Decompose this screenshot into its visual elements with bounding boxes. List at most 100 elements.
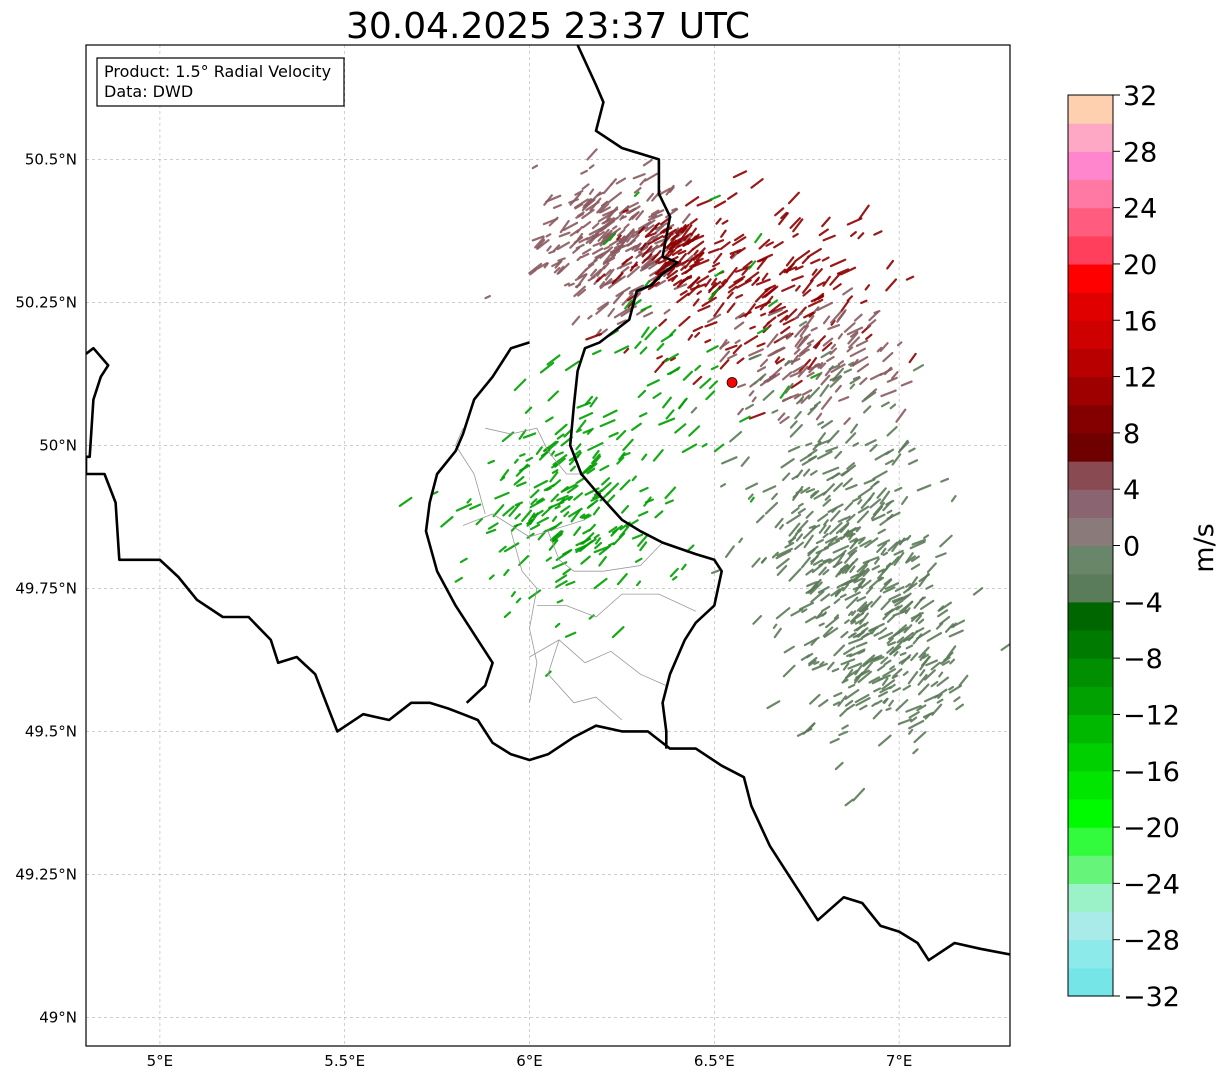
echo-streak bbox=[799, 343, 812, 356]
echo-streak bbox=[554, 451, 564, 457]
echo-streak bbox=[568, 495, 574, 502]
echo-streak bbox=[689, 218, 698, 225]
echo-streak bbox=[903, 624, 913, 634]
echo-streak bbox=[534, 262, 548, 271]
admin-boundary bbox=[547, 531, 663, 572]
echo-streak bbox=[736, 247, 746, 255]
echo-streak bbox=[611, 626, 625, 639]
radar-site-marker bbox=[726, 377, 738, 388]
echo-streak bbox=[823, 525, 831, 535]
colorbar-cell bbox=[1068, 770, 1113, 800]
echo-streak bbox=[837, 517, 847, 523]
echo-streak bbox=[498, 545, 507, 553]
echo-streak bbox=[551, 469, 559, 474]
echo-streak bbox=[513, 475, 525, 486]
echo-streak bbox=[897, 439, 909, 454]
echo-streak bbox=[847, 662, 863, 670]
echo-streak bbox=[801, 389, 813, 396]
echo-streak bbox=[745, 403, 754, 410]
echo-cluster bbox=[760, 482, 934, 645]
echo-streak bbox=[833, 614, 840, 620]
echo-streak bbox=[701, 296, 717, 307]
echo-streak bbox=[814, 341, 821, 350]
echo-streak bbox=[895, 604, 903, 611]
echo-streak bbox=[664, 486, 677, 500]
echo-streak bbox=[756, 342, 766, 348]
echo-streak bbox=[795, 250, 811, 262]
echo-streak bbox=[891, 674, 899, 680]
echo-streak bbox=[856, 601, 868, 612]
echo-streak bbox=[907, 630, 919, 642]
echo-streak bbox=[513, 378, 527, 392]
echo-streak bbox=[621, 255, 634, 266]
echo-streak bbox=[574, 273, 588, 282]
echo-streak bbox=[564, 631, 577, 638]
echo-streak bbox=[879, 578, 893, 593]
echo-streak bbox=[935, 622, 944, 630]
echo-streak bbox=[893, 552, 905, 566]
echo-streak bbox=[724, 545, 735, 558]
echo-streak bbox=[859, 539, 872, 548]
echo-streak bbox=[737, 383, 747, 389]
echo-streak bbox=[845, 484, 858, 491]
echo-streak bbox=[778, 212, 789, 226]
echo-streak bbox=[818, 699, 829, 708]
echo-streak bbox=[908, 447, 916, 453]
echo-streak bbox=[639, 346, 648, 355]
echo-streak bbox=[842, 477, 853, 488]
echo-streak bbox=[692, 375, 703, 386]
echo-streak bbox=[805, 568, 814, 576]
echo-streak bbox=[522, 432, 537, 439]
echo-streak bbox=[644, 280, 650, 287]
echo-streak bbox=[889, 403, 897, 410]
echo-streak bbox=[894, 585, 905, 593]
echo-streak bbox=[847, 546, 858, 555]
echo-streak bbox=[726, 302, 736, 314]
echo-streak bbox=[846, 531, 854, 537]
echo-streak bbox=[730, 251, 739, 260]
echo-streak bbox=[737, 407, 744, 416]
echo-streak bbox=[843, 417, 851, 425]
echo-streak bbox=[599, 419, 616, 428]
echo-streak bbox=[813, 660, 820, 666]
echo-streak bbox=[950, 495, 957, 503]
echo-streak bbox=[913, 731, 927, 744]
echo-streak bbox=[747, 493, 754, 500]
echo-streak bbox=[784, 308, 798, 321]
colorbar-cell bbox=[1068, 686, 1113, 716]
echo-streak bbox=[733, 275, 746, 284]
echo-streak bbox=[719, 341, 730, 349]
echo-streak bbox=[739, 415, 751, 423]
echo-streak bbox=[608, 526, 618, 533]
echo-streak bbox=[623, 223, 630, 230]
echo-streak bbox=[613, 241, 625, 254]
echo-streak bbox=[873, 632, 880, 637]
echo-streak bbox=[581, 208, 595, 220]
echo-streak bbox=[846, 703, 856, 710]
echo-streak bbox=[877, 568, 885, 574]
echo-streak bbox=[503, 568, 510, 577]
echo-streak bbox=[680, 265, 687, 271]
info-data-text: Data: DWD bbox=[104, 82, 193, 101]
echo-streak bbox=[825, 616, 840, 629]
echo-streak bbox=[878, 734, 892, 747]
echo-streak bbox=[576, 226, 584, 234]
lat-tick-label: 50.5°N bbox=[25, 150, 77, 168]
echo-streak bbox=[778, 332, 792, 341]
echo-streak bbox=[692, 298, 700, 307]
echo-streak bbox=[552, 244, 561, 252]
echo-streak bbox=[879, 342, 889, 352]
echo-streak bbox=[756, 256, 768, 270]
echo-streak bbox=[882, 500, 893, 512]
lon-tick-label: 6°E bbox=[516, 1052, 543, 1070]
map-frame bbox=[85, 44, 1011, 1047]
echo-streak bbox=[796, 335, 809, 350]
echo-streak bbox=[817, 295, 824, 301]
echo-streak bbox=[660, 261, 675, 270]
echo-streak bbox=[529, 523, 541, 531]
echo-streak bbox=[824, 494, 831, 501]
echo-streak bbox=[840, 658, 856, 666]
echo-streak bbox=[802, 468, 811, 477]
echo-streak bbox=[854, 664, 863, 676]
echo-streak bbox=[759, 358, 769, 368]
